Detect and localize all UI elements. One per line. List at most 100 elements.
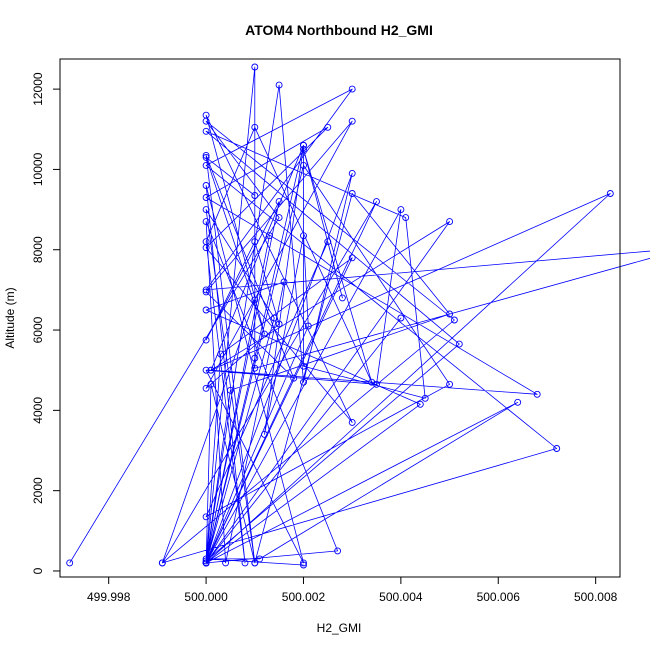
data-point xyxy=(304,322,312,330)
data-point xyxy=(275,81,283,89)
data-point xyxy=(202,366,210,374)
plot-lines xyxy=(69,66,650,566)
data-point xyxy=(446,380,454,388)
data-point xyxy=(251,364,259,372)
data-point xyxy=(202,161,210,169)
data-point xyxy=(397,206,405,214)
data-point xyxy=(202,206,210,214)
y-tick-label: 2000 xyxy=(31,477,45,504)
data-point xyxy=(202,336,210,344)
data-point xyxy=(275,320,283,328)
y-tick-label: 8000 xyxy=(31,236,45,263)
data-point xyxy=(251,354,259,362)
data-point xyxy=(202,151,210,159)
data-point xyxy=(450,316,458,324)
data-point xyxy=(202,306,210,314)
data-point xyxy=(373,380,380,388)
data-point xyxy=(202,238,210,246)
data-point xyxy=(202,111,210,119)
data-point xyxy=(300,161,307,169)
series-line xyxy=(69,66,650,566)
x-tick-label: 500.002 xyxy=(282,590,326,604)
data-point xyxy=(275,198,283,206)
y-axis-label: Altitude (m) xyxy=(3,287,17,348)
data-point xyxy=(251,296,259,304)
x-tick-label: 500.000 xyxy=(184,590,228,604)
data-point xyxy=(202,559,210,567)
data-point xyxy=(324,123,332,131)
data-point xyxy=(251,559,259,567)
data-point xyxy=(261,330,268,338)
data-point xyxy=(421,394,429,402)
data-point xyxy=(280,278,288,286)
x-tick-label: 500.008 xyxy=(574,590,618,604)
data-point xyxy=(270,314,278,322)
data-point xyxy=(300,141,307,149)
data-point xyxy=(514,398,522,406)
x-tick-label: 499.998 xyxy=(87,590,131,604)
data-point xyxy=(533,390,541,398)
x-axis: 499.998 500.000 500.002 500.004 500.006 500.0… xyxy=(87,577,618,604)
y-tick-label: 6000 xyxy=(31,316,45,343)
data-point xyxy=(207,366,215,374)
data-point xyxy=(202,513,210,521)
data-point xyxy=(606,190,614,197)
y-tick-label: 4000 xyxy=(31,397,45,424)
x-axis-label: H2_GMI xyxy=(317,621,362,635)
data-point xyxy=(553,445,561,452)
chart-title: ATOM4 Northbound H2_GMI xyxy=(245,22,433,38)
data-point xyxy=(348,254,356,262)
data-point xyxy=(446,218,454,226)
data-point xyxy=(348,190,356,197)
data-point xyxy=(217,350,225,358)
plot-points xyxy=(66,63,614,569)
plot-frame xyxy=(59,58,621,578)
data-point xyxy=(300,561,307,569)
y-tick-label: 0 xyxy=(31,567,45,574)
data-point xyxy=(251,123,259,131)
data-point xyxy=(66,559,74,567)
data-point xyxy=(202,288,210,296)
data-point xyxy=(251,63,259,71)
data-point xyxy=(416,400,424,408)
data-point xyxy=(202,557,210,565)
data-point xyxy=(324,238,332,246)
data-point xyxy=(241,559,249,567)
data-point xyxy=(251,238,259,246)
data-point xyxy=(265,232,273,240)
data-point xyxy=(202,384,210,392)
data-point xyxy=(455,340,463,348)
data-point xyxy=(300,559,307,567)
y-axis: 0 2000 4000 6000 8000 10000 12000 xyxy=(31,72,60,574)
data-point xyxy=(290,374,298,382)
data-point xyxy=(261,430,268,438)
data-point xyxy=(202,286,210,294)
x-tick-label: 500.004 xyxy=(379,590,423,604)
data-point xyxy=(202,182,210,189)
data-point xyxy=(348,85,356,93)
data-point xyxy=(338,294,346,302)
data-point xyxy=(202,127,210,135)
x-tick-label: 500.006 xyxy=(477,590,521,604)
data-point xyxy=(373,198,380,206)
data-point xyxy=(348,117,356,125)
data-point xyxy=(222,559,230,567)
data-point xyxy=(300,362,307,370)
data-point xyxy=(348,418,356,426)
data-point xyxy=(446,310,454,318)
data-point xyxy=(300,232,307,240)
data-point xyxy=(300,378,307,386)
data-point xyxy=(397,314,405,322)
data-point xyxy=(348,169,356,177)
data-point xyxy=(207,380,215,388)
y-tick-label: 10000 xyxy=(31,152,45,186)
data-point xyxy=(202,555,210,563)
data-point xyxy=(251,192,259,199)
data-point xyxy=(202,194,210,201)
data-point xyxy=(256,555,264,563)
data-point xyxy=(226,386,234,394)
data-point xyxy=(202,153,210,161)
data-point xyxy=(158,559,166,567)
